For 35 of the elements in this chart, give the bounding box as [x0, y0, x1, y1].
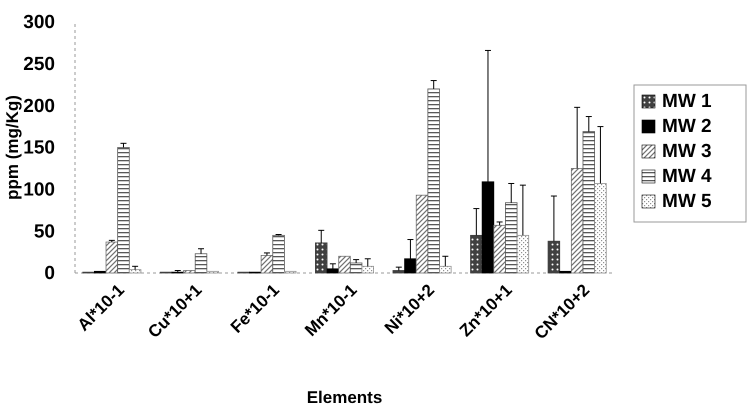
y-tick-label: 200 — [23, 96, 55, 117]
bar — [338, 256, 351, 274]
bar — [183, 270, 196, 274]
y-axis-title: ppm (mg/Kg) — [3, 95, 22, 200]
bar — [493, 224, 506, 274]
y-tick-label: 100 — [23, 179, 55, 200]
y-tick-label: 50 — [34, 221, 55, 242]
bar — [505, 202, 518, 274]
y-tick-label: 300 — [23, 12, 55, 34]
bar — [392, 270, 406, 274]
y-tick-label: 250 — [23, 54, 55, 75]
bar — [315, 242, 328, 274]
bar — [117, 147, 130, 274]
bar — [570, 168, 584, 274]
bar — [427, 88, 440, 274]
legend-label: MW 2 — [662, 116, 712, 137]
bar — [272, 234, 285, 274]
bar — [350, 262, 362, 274]
bar — [260, 255, 274, 274]
bar — [106, 242, 118, 274]
y-tick-label: 150 — [23, 138, 55, 159]
bar — [582, 131, 596, 274]
bar — [594, 183, 607, 274]
bar — [548, 240, 560, 274]
y-tick-label: 0 — [44, 263, 55, 284]
bar — [194, 253, 208, 274]
x-axis-title: Elements — [306, 388, 382, 407]
legend-label: MW 4 — [662, 166, 712, 187]
bar — [470, 234, 483, 274]
bar — [326, 268, 340, 274]
bar — [516, 234, 530, 274]
legend-label: MW 1 — [662, 91, 712, 112]
legend-label: MW 5 — [662, 191, 712, 212]
bar — [416, 194, 428, 274]
legend-label: MW 3 — [662, 141, 712, 162]
